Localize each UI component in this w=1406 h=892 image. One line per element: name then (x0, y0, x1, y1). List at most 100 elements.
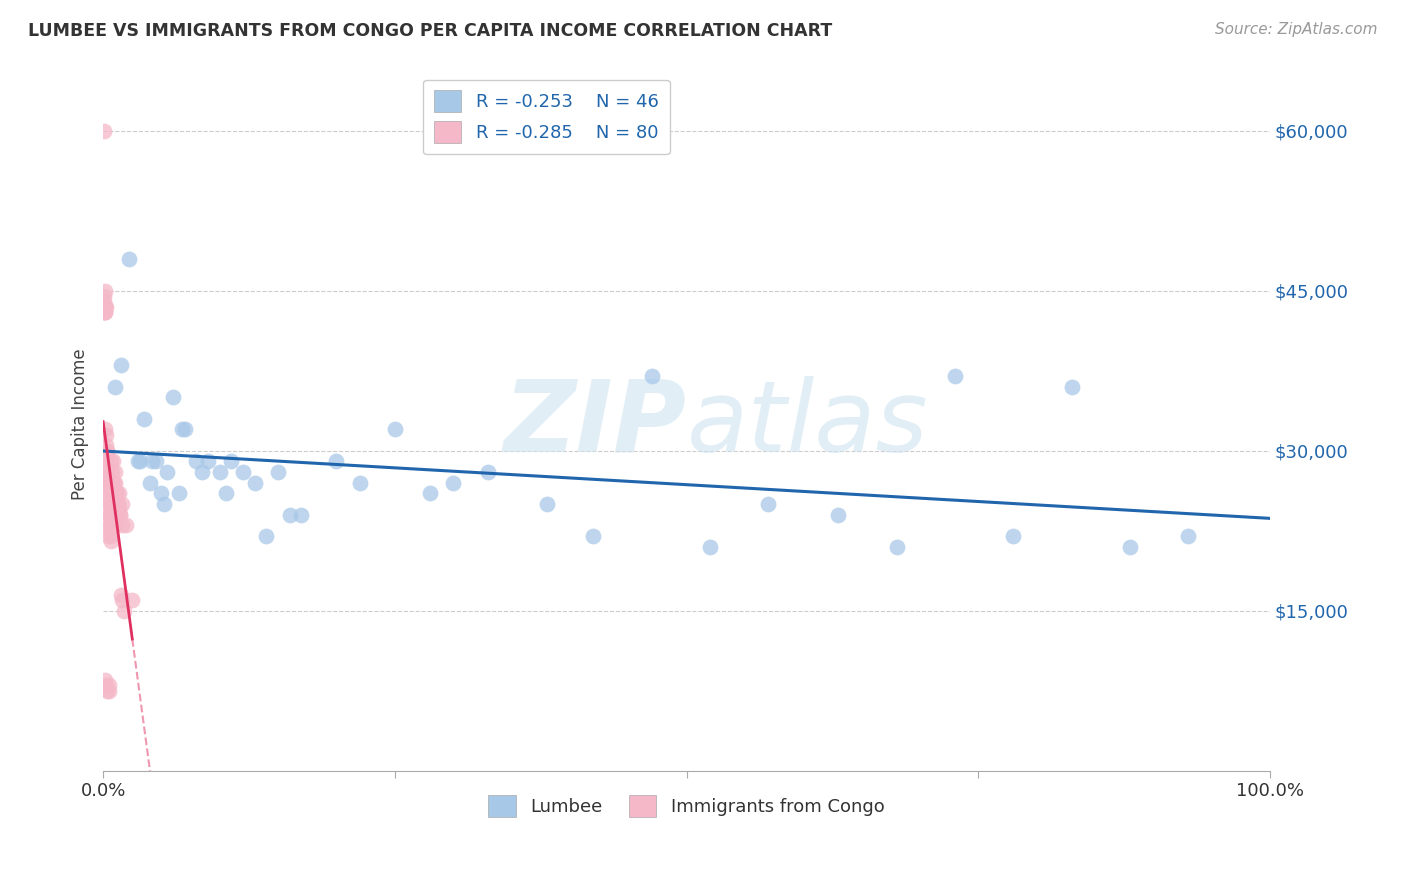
Point (96, 470, 118, 484)
Point (173, 422, 195, 436)
Point (101, 508, 124, 522)
Point (97, 470, 120, 484)
Point (221, 454, 243, 468)
Point (145, 454, 167, 468)
Point (1002, 529, 1025, 543)
Point (101, 491, 124, 506)
Point (104, 475, 127, 490)
Point (97, 459, 120, 474)
Point (93, 284, 115, 298)
Point (325, 454, 347, 468)
Text: Source: ZipAtlas.com: Source: ZipAtlas.com (1215, 22, 1378, 37)
Point (756, 497, 779, 511)
Point (98, 524, 121, 538)
Point (943, 369, 966, 384)
Point (107, 497, 129, 511)
Point (110, 518, 132, 533)
Point (94, 673, 117, 687)
Point (97, 529, 120, 543)
Point (93, 300, 115, 314)
Point (103, 518, 125, 533)
Point (1060, 380, 1083, 394)
Point (153, 497, 176, 511)
Point (94, 438, 117, 452)
Point (97, 491, 120, 506)
Y-axis label: Per Capita Income: Per Capita Income (72, 348, 89, 500)
Point (104, 465, 127, 479)
Point (93, 294, 115, 309)
Point (94, 465, 117, 479)
Point (172, 422, 194, 436)
Point (105, 508, 128, 522)
Point (156, 465, 179, 479)
Point (132, 411, 155, 425)
Point (100, 454, 122, 468)
Point (105, 486, 128, 500)
Point (191, 465, 214, 479)
Point (103, 486, 125, 500)
Point (93, 124, 115, 138)
Point (197, 454, 219, 468)
Point (110, 359, 132, 373)
Point (103, 475, 125, 490)
Point (96, 683, 118, 698)
Point (98, 513, 121, 527)
Point (384, 422, 406, 436)
Point (100, 534, 122, 549)
Point (141, 454, 163, 468)
Point (108, 502, 131, 516)
Point (104, 497, 127, 511)
Point (419, 486, 441, 500)
Point (94, 422, 117, 436)
Point (640, 369, 662, 384)
Point (1119, 540, 1142, 554)
Point (105, 508, 128, 522)
Point (93, 305, 115, 319)
Point (97, 481, 120, 495)
Point (93, 289, 115, 303)
Point (100, 529, 122, 543)
Point (94, 305, 117, 319)
Text: ZIP: ZIP (503, 376, 686, 473)
Point (536, 497, 558, 511)
Point (96, 443, 118, 458)
Point (150, 486, 173, 500)
Point (98, 683, 121, 698)
Point (105, 486, 128, 500)
Point (103, 508, 125, 522)
Point (96, 454, 118, 468)
Point (94, 678, 117, 692)
Point (441, 475, 464, 490)
Point (127, 454, 149, 468)
Point (886, 540, 908, 554)
Point (107, 497, 129, 511)
Point (278, 508, 301, 522)
Point (582, 529, 605, 543)
Point (267, 465, 290, 479)
Point (108, 508, 131, 522)
Point (94, 427, 117, 442)
Point (121, 593, 143, 607)
Point (100, 497, 122, 511)
Point (98, 518, 121, 533)
Point (167, 486, 190, 500)
Point (186, 454, 208, 468)
Legend: Lumbee, Immigrants from Congo: Lumbee, Immigrants from Congo (481, 788, 891, 824)
Point (232, 465, 254, 479)
Point (208, 465, 231, 479)
Point (101, 486, 124, 500)
Point (100, 518, 122, 533)
Point (290, 508, 312, 522)
Point (98, 508, 121, 522)
Point (477, 465, 499, 479)
Point (118, 252, 141, 266)
Point (256, 529, 278, 543)
Point (104, 380, 127, 394)
Point (94, 300, 117, 314)
Point (1177, 529, 1199, 543)
Point (97, 475, 120, 490)
Point (93, 305, 115, 319)
Point (96, 449, 118, 463)
Point (101, 475, 124, 490)
Point (98, 502, 121, 516)
